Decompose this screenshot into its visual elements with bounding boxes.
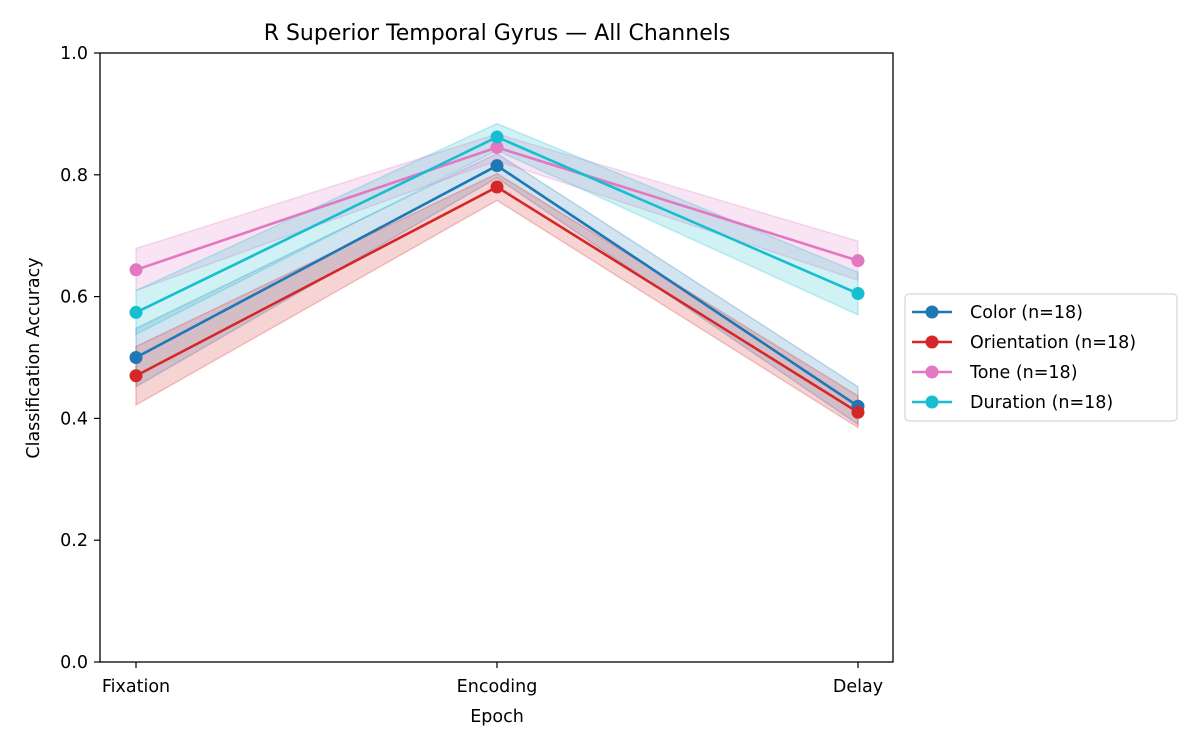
x-axis-ticks: Fixation Encoding Delay	[102, 662, 883, 697]
series-points	[129, 130, 865, 419]
data-point	[490, 140, 504, 154]
data-point	[490, 130, 504, 144]
data-point	[129, 351, 143, 364]
data-point	[129, 369, 143, 383]
data-point	[129, 305, 143, 319]
legend-marker-1	[925, 335, 939, 349]
y-tick-label: 1.0	[60, 44, 88, 64]
legend-marker-3	[925, 395, 939, 409]
confidence-band-3	[135, 122, 859, 336]
y-tick-label: 0.4	[60, 409, 88, 429]
y-tick-label: 0.6	[60, 288, 88, 308]
data-point	[851, 287, 865, 301]
x-tick-label: Fixation	[102, 677, 170, 697]
y-tick-label: 0.2	[60, 531, 88, 551]
legend-marker-2	[925, 365, 939, 379]
data-point	[490, 180, 504, 194]
legend-entry-1: Orientation (n=18)	[970, 333, 1136, 353]
data-point	[851, 405, 865, 419]
legend-entry-0: Color (n=18)	[970, 303, 1083, 323]
legend-marker-0	[925, 305, 939, 319]
data-point	[129, 263, 143, 277]
y-axis-ticks: 0.0 0.2 0.4 0.6 0.8 1.0	[60, 44, 100, 673]
y-tick-label: 0.8	[60, 166, 88, 186]
x-axis-label: Epoch	[470, 707, 524, 727]
data-point	[490, 159, 504, 173]
legend-entry-2: Tone (n=18)	[969, 363, 1078, 383]
data-point	[851, 254, 865, 268]
x-tick-label: Encoding	[457, 677, 538, 697]
x-tick-label: Delay	[833, 677, 883, 697]
legend: Color (n=18) Orientation (n=18) Tone (n=18…	[904, 293, 1178, 422]
legend-box	[904, 293, 1178, 422]
y-tick-label: 0.0	[60, 653, 88, 673]
y-axis-label: Classification Accuracy	[24, 257, 44, 458]
legend-entry-3: Duration (n=18)	[970, 393, 1113, 413]
chart-title: R Superior Temporal Gyrus — All Channels	[264, 21, 731, 46]
